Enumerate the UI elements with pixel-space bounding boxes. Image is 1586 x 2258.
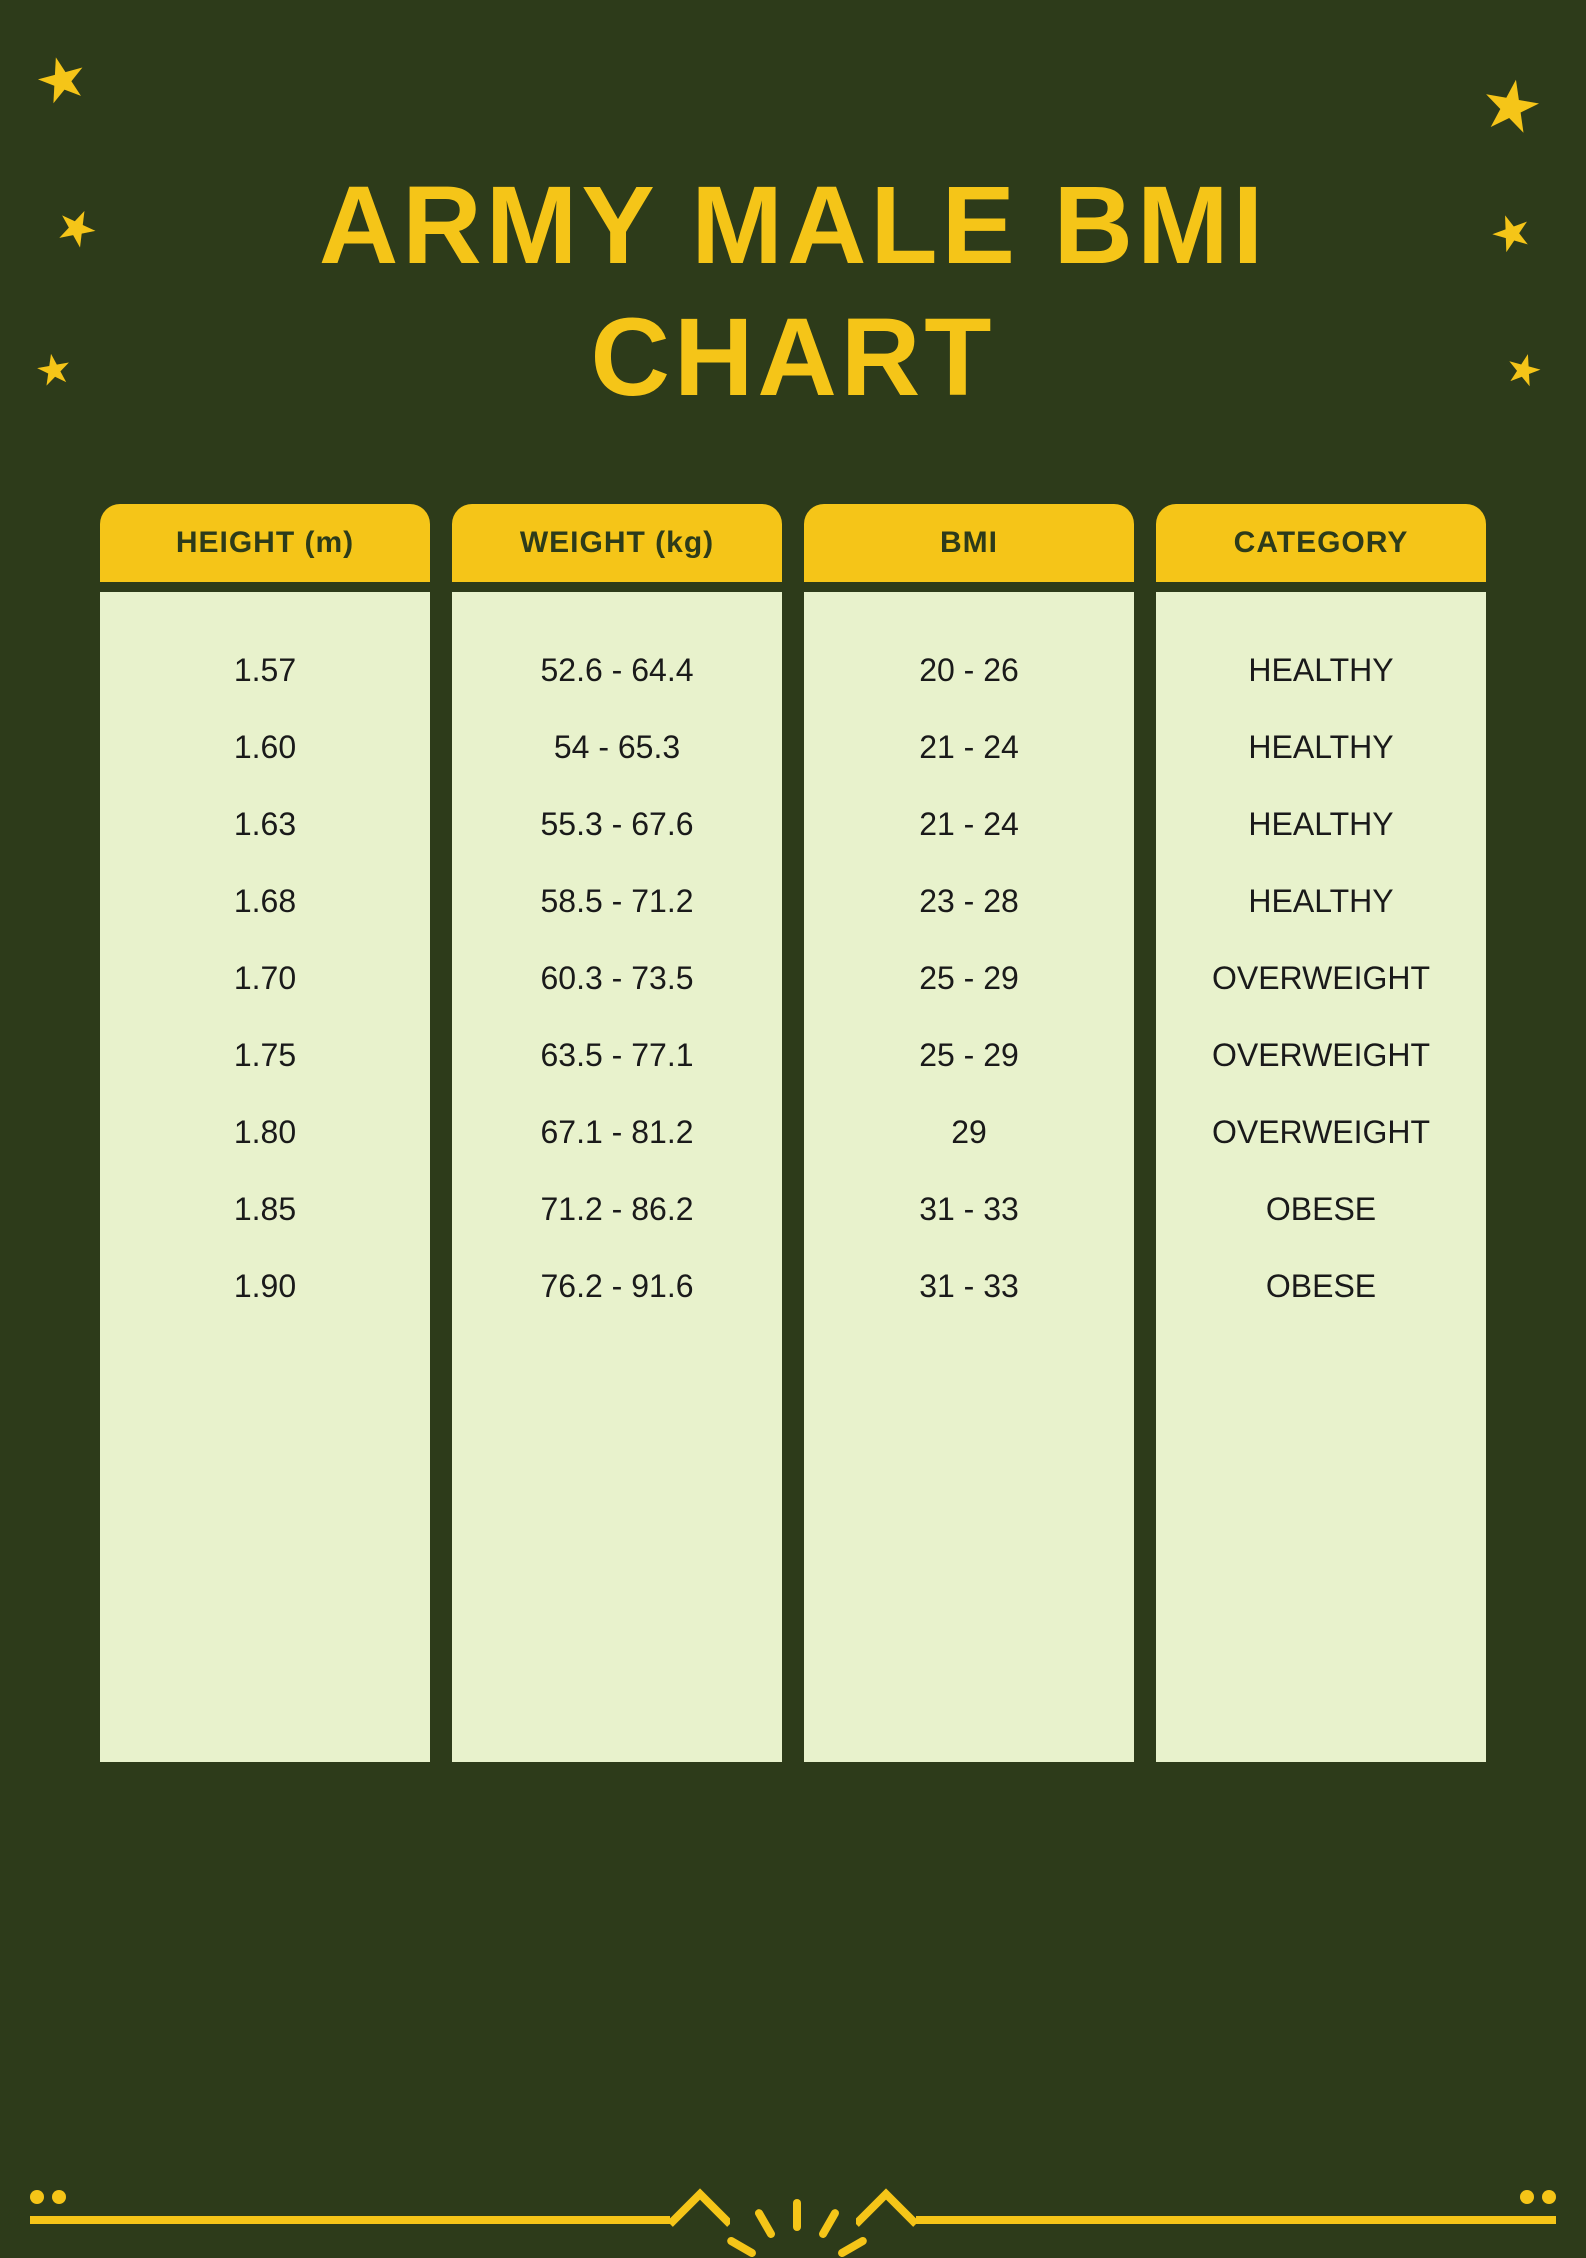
column-body: 1.571.601.631.681.701.751.801.851.90 [100, 582, 430, 1762]
table-cell: 76.2 - 91.6 [452, 1248, 782, 1325]
table-column-bmi: BMI20 - 2621 - 2421 - 2423 - 2825 - 2925… [804, 504, 1134, 1762]
table-cell: OVERWEIGHT [1156, 1017, 1486, 1094]
table-cell: 1.68 [100, 863, 430, 940]
bottom-ornament [0, 2164, 1586, 2244]
column-header: CATEGORY [1156, 504, 1486, 582]
table-cell: 1.63 [100, 786, 430, 863]
table-cell: 71.2 - 86.2 [452, 1171, 782, 1248]
column-body: 52.6 - 64.454 - 65.355.3 - 67.658.5 - 71… [452, 582, 782, 1762]
table-cell: OBESE [1156, 1248, 1486, 1325]
table-cell: 1.70 [100, 940, 430, 1017]
table-column-weight: WEIGHT (kg)52.6 - 64.454 - 65.355.3 - 67… [452, 504, 782, 1762]
table-cell: 54 - 65.3 [452, 709, 782, 786]
table-cell: 52.6 - 64.4 [452, 632, 782, 709]
table-cell: OBESE [1156, 1171, 1486, 1248]
table-cell: 58.5 - 71.2 [452, 863, 782, 940]
table-cell: HEALTHY [1156, 709, 1486, 786]
column-header: HEIGHT (m) [100, 504, 430, 582]
table-cell: 20 - 26 [804, 632, 1134, 709]
bmi-table: HEIGHT (m)1.571.601.631.681.701.751.801.… [0, 424, 1586, 1762]
table-cell: 29 [804, 1094, 1134, 1171]
column-body: HEALTHYHEALTHYHEALTHYHEALTHYOVERWEIGHTOV… [1156, 582, 1486, 1762]
table-column-height: HEIGHT (m)1.571.601.631.681.701.751.801.… [100, 504, 430, 1762]
table-cell: 60.3 - 73.5 [452, 940, 782, 1017]
table-cell: OVERWEIGHT [1156, 940, 1486, 1017]
column-header: WEIGHT (kg) [452, 504, 782, 582]
table-column-category: CATEGORYHEALTHYHEALTHYHEALTHYHEALTHYOVER… [1156, 504, 1486, 1762]
table-cell: HEALTHY [1156, 632, 1486, 709]
table-cell: 63.5 - 77.1 [452, 1017, 782, 1094]
chart-title: ARMY MALE BMI CHART [0, 0, 1586, 424]
table-cell: 1.80 [100, 1094, 430, 1171]
table-cell: 23 - 28 [804, 863, 1134, 940]
table-cell: 25 - 29 [804, 940, 1134, 1017]
column-header: BMI [804, 504, 1134, 582]
title-line-2: CHART [0, 292, 1586, 424]
title-line-1: ARMY MALE BMI [0, 160, 1586, 292]
table-cell: 67.1 - 81.2 [452, 1094, 782, 1171]
table-cell: 21 - 24 [804, 786, 1134, 863]
table-cell: 31 - 33 [804, 1248, 1134, 1325]
table-cell: HEALTHY [1156, 863, 1486, 940]
column-body: 20 - 2621 - 2421 - 2423 - 2825 - 2925 - … [804, 582, 1134, 1762]
table-cell: 1.85 [100, 1171, 430, 1248]
table-cell: 31 - 33 [804, 1171, 1134, 1248]
table-cell: OVERWEIGHT [1156, 1094, 1486, 1171]
table-cell: 21 - 24 [804, 709, 1134, 786]
table-cell: 1.90 [100, 1248, 430, 1325]
table-cell: 25 - 29 [804, 1017, 1134, 1094]
table-cell: 1.60 [100, 709, 430, 786]
table-cell: HEALTHY [1156, 786, 1486, 863]
table-cell: 1.57 [100, 632, 430, 709]
table-cell: 55.3 - 67.6 [452, 786, 782, 863]
table-cell: 1.75 [100, 1017, 430, 1094]
